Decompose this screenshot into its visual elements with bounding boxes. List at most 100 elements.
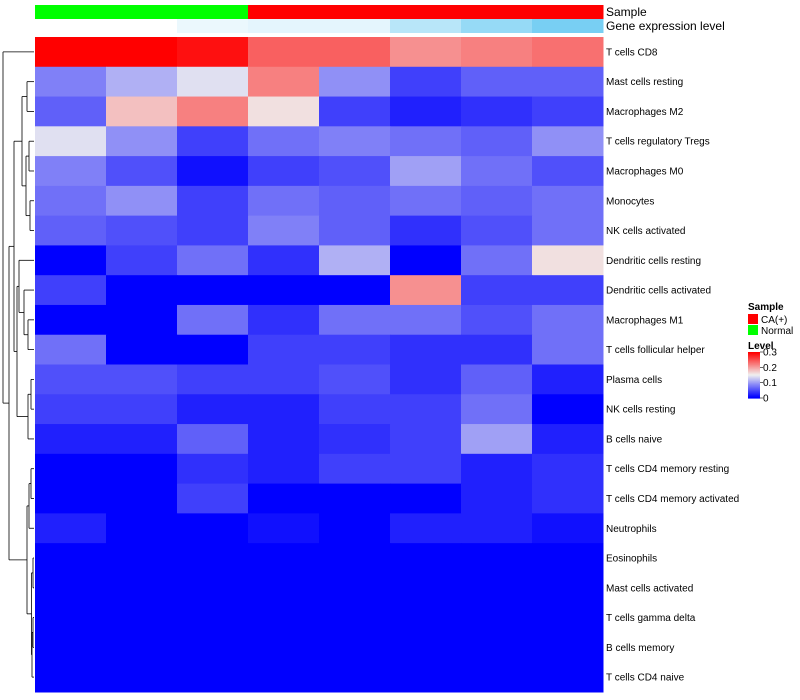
heatmap-cell [319,483,391,514]
heatmap-cell [35,424,107,455]
heatmap-cell [177,275,249,306]
heatmap-cell [248,275,320,306]
level-legend-gradient [748,388,760,391]
heatmap-cell [248,513,320,544]
row-label: T cells CD4 memory activated [606,494,739,505]
heatmap-cell [319,662,391,693]
heatmap-cell [106,66,178,98]
heatmap-cell [106,632,178,663]
level-legend-gradient [748,358,760,361]
heatmap-cell [35,96,107,127]
heatmap-cell [248,245,320,276]
heatmap-cell [35,572,107,604]
level-legend-gradient [748,365,760,368]
heatmap-cell [532,215,604,246]
heatmap-cell [177,662,249,693]
heatmap-cell [248,394,320,425]
heatmap-cell [319,334,391,365]
heatmap-cell [532,364,604,395]
level-legend-gradient [748,377,760,380]
heatmap-cell [532,245,604,276]
heatmap-cell [177,304,249,336]
heatmap-cell [461,96,533,127]
heatmap-cell [461,453,533,485]
heatmap-cell [35,304,107,336]
heatmap-cell [319,185,391,217]
heatmap-cell [532,602,604,633]
heatmap-cell [390,185,462,217]
heatmap-cell [532,453,604,485]
heatmap-cell [177,513,249,544]
level-legend-gradient [748,361,760,363]
heatmap-cell [35,245,107,276]
heatmap-cell [461,543,533,574]
heatmap-cell [532,96,604,127]
heatmap-cell [319,66,391,98]
level-legend-gradient [748,366,760,369]
heatmap-cells [35,37,604,693]
heatmap-cell [461,334,533,365]
heatmap-cell [319,424,391,455]
heatmap-cell [177,364,249,395]
heatmap-cell [248,662,320,693]
expression-annotation-cell [177,19,249,33]
level-legend-gradient [748,379,760,382]
level-legend-gradient [748,378,760,381]
heatmap-cell [390,662,462,693]
heatmap-cell [390,156,462,187]
heatmap-cell [106,185,178,217]
heatmap-cell [248,37,320,68]
heatmap-cell [319,543,391,574]
heatmap-cell [532,275,604,306]
expression-annotation-cell [35,19,107,33]
heatmap-cell [461,66,533,98]
heatmap-cell [390,453,462,485]
heatmap-cell [106,602,178,633]
heatmap-cell [106,424,178,455]
level-legend-gradient [748,389,760,392]
heatmap-cell [319,394,391,425]
row-labels: T cells CD8 Mast cells resting Macrophages… [606,47,739,683]
level-legend-gradient [748,357,760,360]
heatmap-cell [461,513,533,544]
heatmap-cell [35,364,107,395]
heatmap-cell [177,483,249,514]
heatmap-cell [248,215,320,246]
level-legend-gradient [748,353,760,355]
heatmap-cell [319,602,391,633]
heatmap-cell [532,483,604,514]
sample-annotation-cell [390,5,462,19]
heatmap-cell [35,453,107,485]
heatmap-cell [390,96,462,127]
heatmap-cell [390,304,462,336]
level-legend-tick-label: 0 [763,394,769,405]
heatmap-cell [177,632,249,663]
heatmap-cell [248,66,320,98]
row-label: Macrophages M1 [606,315,684,326]
level-legend-gradient [748,362,760,365]
heatmap-cell [390,632,462,663]
expression-annotation-cell [532,19,604,33]
heatmap-cell [35,513,107,544]
heatmap-cell [461,632,533,663]
heatmap-cell [177,185,249,217]
row-label: T cells CD4 naive [606,673,685,684]
heatmap-cell [177,126,249,157]
heatmap-cell [319,632,391,663]
level-legend-gradient [748,395,760,398]
heatmap-cell [461,126,533,157]
heatmap-cell [532,662,604,693]
level-legend-gradient [748,385,760,388]
sample-legend-title: Sample [748,302,784,313]
heatmap-cell [532,632,604,663]
sample-annotation-cell [106,5,178,19]
row-label: NK cells resting [606,405,675,416]
heatmap-cell [461,156,533,187]
heatmap-cell [390,483,462,514]
heatmap-cell [461,304,533,336]
heatmap-cell [390,364,462,395]
level-legend-gradient [748,370,760,373]
heatmap-cell [248,632,320,663]
sample-annotation-cell [461,5,533,19]
